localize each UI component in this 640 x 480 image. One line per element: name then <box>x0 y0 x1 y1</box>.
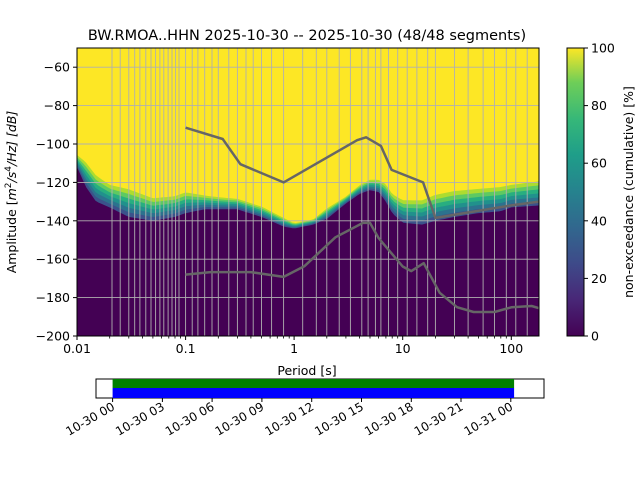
x-axis-label: Period [s] <box>277 363 336 378</box>
colorbar-tick-label-2: 40 <box>591 213 607 228</box>
noise-models <box>185 126 539 314</box>
y-tick-label-6: −180 <box>36 290 70 305</box>
lower-noise-model-line <box>185 221 539 314</box>
y-axis-label: Amplitude [m2/s4/Hz] [dB] <box>4 111 19 274</box>
colorbar-label: non-exceedance (cumulative) [%] <box>621 86 636 298</box>
timeline-tick-label-7: 10-30 21 <box>412 399 466 438</box>
colorbar-frame <box>566 47 585 337</box>
timeline-tick-label-8: 10-31 00 <box>462 399 516 438</box>
y-tick-label-0: −60 <box>44 60 70 75</box>
colorbar-tick-label-0: 0 <box>591 329 599 344</box>
colorbar-ticks: 0 20 40 60 80 100 <box>584 41 615 344</box>
x-axis: 0.01 0.1 1 10 100 <box>63 336 523 356</box>
y-tick-label-4: −140 <box>36 213 70 228</box>
y-axis: −60 −80 −100 −120 −140 −160 −180 −200 <box>36 60 77 344</box>
timeline-tick-label-2: 10-30 06 <box>163 399 217 438</box>
chart-title: BW.RMOA..HHN 2025-10-30 -- 2025-10-30 (4… <box>88 28 526 44</box>
upper-noise-model-line <box>185 126 539 220</box>
y-tick-label-7: −200 <box>36 329 70 344</box>
plot-frame <box>76 47 540 337</box>
timeline-tick-label-4: 10-30 12 <box>262 399 316 438</box>
y-tick-label-3: −120 <box>36 175 70 190</box>
timeline-tick-label-0: 10-30 00 <box>63 399 117 438</box>
timeline-tick-label-1: 10-30 03 <box>113 399 167 438</box>
x-tick-label-3: 10 <box>395 341 411 356</box>
colorbar-tick-label-3: 60 <box>591 156 607 171</box>
timeline-tick-label-6: 10-30 18 <box>362 399 416 438</box>
y-tick-label-1: −80 <box>44 98 70 113</box>
y-axis-label-unit-m: m <box>4 188 19 200</box>
timeline-coverage-bottom <box>112 388 515 398</box>
timeline-coverage-top <box>112 379 515 388</box>
colorbar <box>567 48 584 336</box>
timeline-tick-label-5: 10-30 15 <box>312 399 366 438</box>
y-axis-label-exp1: 2 <box>4 182 14 188</box>
y-axis-label-exp2: 4 <box>4 166 14 172</box>
colorbar-tick-label-5: 100 <box>591 41 615 56</box>
vertical-grid-lines <box>111 48 528 336</box>
y-tick-label-5: −160 <box>36 252 70 267</box>
x-tick-label-4: 100 <box>499 341 523 356</box>
x-tick-label-2: 1 <box>290 341 298 356</box>
horizontal-grid-lines <box>77 66 539 336</box>
colorbar-tick-label-1: 20 <box>591 271 607 286</box>
colorbar-tick-label-4: 80 <box>591 98 607 113</box>
y-axis-label-main: Amplitude [ <box>4 200 19 273</box>
x-tick-label-1: 0.1 <box>176 341 196 356</box>
timeline-tick-label-3: 10-30 09 <box>213 399 267 438</box>
y-tick-label-2: −100 <box>36 137 70 152</box>
x-tick-label-0: 0.01 <box>63 341 91 356</box>
plot-area <box>77 48 539 336</box>
y-axis-label-unit-tail: /Hz] [dB] <box>4 111 19 167</box>
y-axis-label-unit-s: /s <box>4 171 19 183</box>
